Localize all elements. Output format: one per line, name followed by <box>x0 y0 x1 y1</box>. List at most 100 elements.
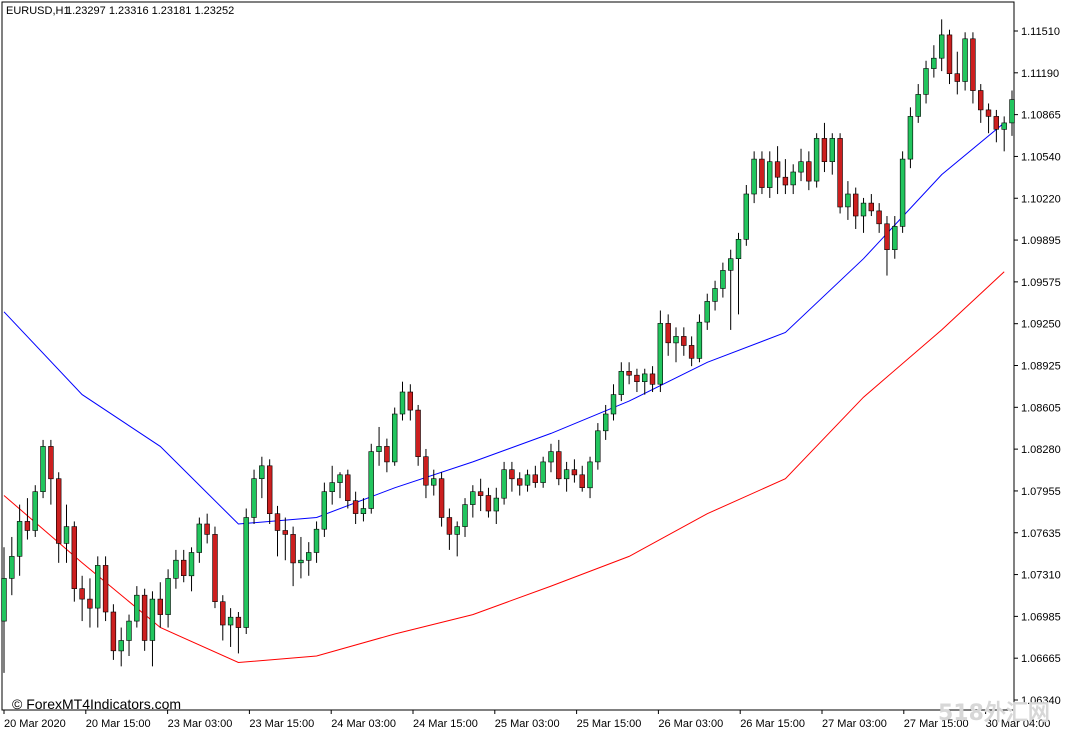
candle[interactable] <box>806 151 812 191</box>
candle[interactable] <box>829 133 836 175</box>
candle[interactable] <box>55 472 62 563</box>
candle[interactable] <box>446 508 453 550</box>
candle[interactable] <box>571 459 578 483</box>
candle[interactable] <box>892 216 898 259</box>
candle[interactable] <box>696 314 703 363</box>
candle[interactable] <box>626 362 632 385</box>
candle[interactable] <box>649 366 656 393</box>
candle[interactable] <box>415 404 421 466</box>
candle[interactable] <box>766 151 773 198</box>
candle[interactable] <box>477 478 484 512</box>
candle[interactable] <box>1009 90 1015 136</box>
candle[interactable] <box>368 443 374 514</box>
candle[interactable] <box>9 536 15 596</box>
candle[interactable] <box>141 588 148 651</box>
candle[interactable] <box>134 586 140 628</box>
candle[interactable] <box>985 103 992 134</box>
candle[interactable] <box>532 465 539 488</box>
candle[interactable] <box>399 381 406 421</box>
candle[interactable] <box>774 146 781 195</box>
candle[interactable] <box>907 107 914 169</box>
candle[interactable] <box>259 456 265 499</box>
candle[interactable] <box>157 582 163 628</box>
candle[interactable] <box>821 122 828 173</box>
candle[interactable] <box>946 29 953 85</box>
candle[interactable] <box>63 504 70 563</box>
candle[interactable] <box>751 151 757 204</box>
candle[interactable] <box>899 151 906 233</box>
candle[interactable] <box>102 556 109 622</box>
candle[interactable] <box>235 612 242 654</box>
candle[interactable] <box>79 575 85 622</box>
candle[interactable] <box>87 578 93 628</box>
candle[interactable] <box>790 164 796 195</box>
candle[interactable] <box>868 194 875 217</box>
candle[interactable] <box>438 472 445 527</box>
candle[interactable] <box>337 472 343 499</box>
candle[interactable] <box>126 614 132 657</box>
candle[interactable] <box>938 19 945 72</box>
candle[interactable] <box>48 439 54 505</box>
candle[interactable] <box>485 487 492 518</box>
candle[interactable] <box>110 604 117 660</box>
candle[interactable] <box>727 249 734 330</box>
candle[interactable] <box>634 368 640 393</box>
candle[interactable] <box>243 508 249 635</box>
candle[interactable] <box>970 32 976 104</box>
candle[interactable] <box>274 505 281 557</box>
candle[interactable] <box>407 384 413 421</box>
candle[interactable] <box>860 197 867 233</box>
candle[interactable] <box>798 148 804 182</box>
candle[interactable] <box>165 569 171 628</box>
candle[interactable] <box>563 461 570 492</box>
candle[interactable] <box>227 608 234 647</box>
candle[interactable] <box>360 498 367 522</box>
candle[interactable] <box>813 133 820 188</box>
candle[interactable] <box>759 151 765 195</box>
candle[interactable] <box>556 439 562 486</box>
candle[interactable] <box>290 526 296 587</box>
candle[interactable] <box>352 491 359 525</box>
candle[interactable] <box>423 448 429 499</box>
candle[interactable] <box>579 465 585 492</box>
candle[interactable] <box>884 216 890 276</box>
candle[interactable] <box>32 485 38 537</box>
candle[interactable] <box>782 159 789 195</box>
candle[interactable] <box>657 310 664 393</box>
candle[interactable] <box>610 384 617 421</box>
candle[interactable] <box>251 469 257 525</box>
candle[interactable] <box>384 438 390 473</box>
candle[interactable] <box>181 549 187 583</box>
candle[interactable] <box>305 542 312 576</box>
candle[interactable] <box>681 327 687 356</box>
candle[interactable] <box>188 547 195 592</box>
candle[interactable] <box>704 293 710 330</box>
candle[interactable] <box>548 443 554 473</box>
candle[interactable] <box>71 521 78 602</box>
candle[interactable] <box>720 262 726 298</box>
candle[interactable] <box>962 32 968 91</box>
candle[interactable] <box>712 280 718 311</box>
candle[interactable] <box>40 439 46 499</box>
candle[interactable] <box>462 498 468 537</box>
candle[interactable] <box>391 407 398 466</box>
candle[interactable] <box>345 469 351 509</box>
candle[interactable] <box>931 45 937 78</box>
candle[interactable] <box>298 536 304 579</box>
candle[interactable] <box>923 60 929 104</box>
candle[interactable] <box>977 84 984 123</box>
candle[interactable] <box>321 482 327 537</box>
candle[interactable] <box>837 133 843 214</box>
candle[interactable] <box>173 549 179 589</box>
candle[interactable] <box>954 51 961 95</box>
candle[interactable] <box>524 469 531 492</box>
candle[interactable] <box>595 423 601 470</box>
candle[interactable] <box>1 547 7 673</box>
candle[interactable] <box>673 327 679 363</box>
candle[interactable] <box>220 595 226 641</box>
candle[interactable] <box>376 426 382 466</box>
candle[interactable] <box>743 184 750 246</box>
candle[interactable] <box>641 368 648 395</box>
candle[interactable] <box>149 591 156 667</box>
